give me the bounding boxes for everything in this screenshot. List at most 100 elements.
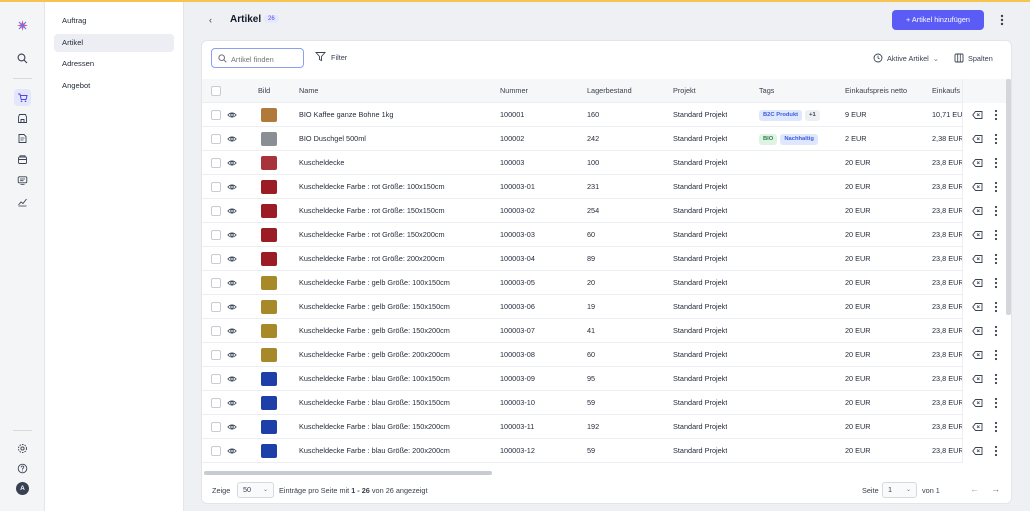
table-row[interactable]: Kuscheldecke Farbe : gelb Größe: 100x150… [202, 271, 1011, 295]
row-menu-icon[interactable] [993, 301, 999, 315]
row-checkbox[interactable] [211, 206, 221, 216]
eye-icon[interactable] [227, 374, 237, 386]
per-page-select[interactable]: 50 ⌄ [237, 482, 274, 498]
row-menu-icon[interactable] [993, 397, 999, 411]
cell-name[interactable]: Kuscheldecke Farbe : blau Größe: 100x150… [299, 374, 450, 383]
eye-icon[interactable] [227, 206, 237, 218]
col-header-ek[interactable]: Einkaufs [932, 86, 960, 95]
next-page-arrow-icon[interactable]: → [991, 484, 1000, 494]
cell-name[interactable]: Kuscheldecke Farbe : rot Größe: 200x200c… [299, 254, 445, 263]
col-header-name[interactable]: Name [299, 86, 319, 95]
backspace-icon[interactable] [972, 254, 983, 266]
table-row[interactable]: Kuscheldecke Farbe : rot Größe: 150x150c… [202, 199, 1011, 223]
horizontal-scrollbar[interactable] [202, 470, 1011, 475]
backspace-icon[interactable] [972, 326, 983, 338]
row-checkbox[interactable] [211, 182, 221, 192]
table-row[interactable]: Kuscheldecke Farbe : rot Größe: 150x200c… [202, 223, 1011, 247]
table-row[interactable]: Kuscheldecke Farbe : gelb Größe: 150x150… [202, 295, 1011, 319]
search-box[interactable] [211, 48, 304, 68]
eye-icon[interactable] [227, 110, 237, 122]
wallet-icon[interactable] [14, 151, 31, 168]
row-checkbox[interactable] [211, 158, 221, 168]
cell-name[interactable]: Kuscheldecke Farbe : blau Größe: 150x200… [299, 422, 450, 431]
row-menu-icon[interactable] [993, 277, 999, 291]
row-checkbox[interactable] [211, 350, 221, 360]
cell-name[interactable]: BIO Duschgel 500ml [299, 134, 366, 143]
cell-name[interactable]: Kuscheldecke Farbe : blau Größe: 200x200… [299, 446, 450, 455]
table-row[interactable]: Kuscheldecke Farbe : rot Größe: 200x200c… [202, 247, 1011, 271]
eye-icon[interactable] [227, 254, 237, 266]
back-chevron-icon[interactable]: ‹ [209, 15, 212, 25]
row-checkbox[interactable] [211, 278, 221, 288]
search-icon[interactable] [14, 50, 31, 67]
filter-button[interactable]: Filter [315, 52, 347, 62]
row-menu-icon[interactable] [993, 229, 999, 243]
table-row[interactable]: Kuscheldecke Farbe : blau Größe: 100x150… [202, 367, 1011, 391]
store-icon[interactable] [14, 110, 31, 127]
vertical-scrollbar[interactable] [1006, 79, 1011, 315]
row-checkbox[interactable] [211, 446, 221, 456]
backspace-icon[interactable] [972, 134, 983, 146]
horizontal-scrollbar-thumb[interactable] [204, 471, 492, 475]
eye-icon[interactable] [227, 278, 237, 290]
cell-name[interactable]: Kuscheldecke [299, 158, 345, 167]
eye-icon[interactable] [227, 134, 237, 146]
row-menu-icon[interactable] [993, 181, 999, 195]
eye-icon[interactable] [227, 446, 237, 458]
eye-icon[interactable] [227, 398, 237, 410]
col-header-projekt[interactable]: Projekt [673, 86, 696, 95]
table-row[interactable]: Kuscheldecke Farbe : blau Größe: 200x200… [202, 439, 1011, 463]
row-checkbox[interactable] [211, 254, 221, 264]
eye-icon[interactable] [227, 158, 237, 170]
ticket-icon[interactable] [14, 130, 31, 147]
row-checkbox[interactable] [211, 230, 221, 240]
cell-name[interactable]: Kuscheldecke Farbe : gelb Größe: 100x150… [299, 278, 450, 287]
subnav-item-adressen[interactable]: Adressen [62, 59, 95, 68]
table-row[interactable]: Kuscheldecke Farbe : gelb Größe: 200x200… [202, 343, 1011, 367]
backspace-icon[interactable] [972, 206, 983, 218]
more-options-icon[interactable] [997, 11, 1007, 29]
cell-name[interactable]: Kuscheldecke Farbe : blau Größe: 150x150… [299, 398, 450, 407]
row-checkbox[interactable] [211, 110, 221, 120]
help-icon[interactable] [14, 460, 31, 477]
eye-icon[interactable] [227, 182, 237, 194]
backspace-icon[interactable] [972, 446, 983, 458]
eye-icon[interactable] [227, 326, 237, 338]
subnav-item-auftrag[interactable]: Auftrag [62, 16, 87, 25]
eye-icon[interactable] [227, 230, 237, 242]
backspace-icon[interactable] [972, 230, 983, 242]
prev-page-arrow-icon[interactable]: ← [970, 484, 979, 494]
table-row[interactable]: Kuscheldecke Farbe : blau Größe: 150x200… [202, 415, 1011, 439]
col-header-tags[interactable]: Tags [759, 86, 775, 95]
backspace-icon[interactable] [972, 302, 983, 314]
col-header-lagerbestand[interactable]: Lagerbestand [587, 86, 632, 95]
cell-name[interactable]: Kuscheldecke Farbe : rot Größe: 150x150c… [299, 206, 445, 215]
row-menu-icon[interactable] [993, 157, 999, 171]
row-checkbox[interactable] [211, 398, 221, 408]
chart-icon[interactable] [14, 193, 31, 210]
col-header-nummer[interactable]: Nummer [500, 86, 528, 95]
row-menu-icon[interactable] [993, 253, 999, 267]
search-input[interactable] [231, 53, 301, 65]
table-row[interactable]: Kuscheldecke Farbe : rot Größe: 100x150c… [202, 175, 1011, 199]
active-articles-dropdown[interactable]: Aktive Artikel ⌄ [873, 53, 939, 63]
col-header-ek-netto[interactable]: Einkaufspreis netto [845, 86, 908, 95]
cell-name[interactable]: Kuscheldecke Farbe : gelb Größe: 200x200… [299, 350, 450, 359]
eye-icon[interactable] [227, 302, 237, 314]
row-menu-icon[interactable] [993, 109, 999, 123]
row-menu-icon[interactable] [993, 349, 999, 363]
row-menu-icon[interactable] [993, 445, 999, 459]
row-checkbox[interactable] [211, 302, 221, 312]
columns-button[interactable]: Spalten [954, 53, 993, 63]
table-row[interactable]: BIO Kaffee ganze Bohne 1kg 100001 160 Stand… [202, 103, 1011, 127]
cell-name[interactable]: BIO Kaffee ganze Bohne 1kg [299, 110, 394, 119]
table-row[interactable]: Kuscheldecke Farbe : gelb Größe: 150x200… [202, 319, 1011, 343]
logo-icon[interactable] [14, 17, 31, 34]
row-menu-icon[interactable] [993, 133, 999, 147]
row-menu-icon[interactable] [993, 205, 999, 219]
backspace-icon[interactable] [972, 278, 983, 290]
backspace-icon[interactable] [972, 182, 983, 194]
add-article-button[interactable]: + Artikel hinzufügen [892, 10, 984, 30]
row-checkbox[interactable] [211, 134, 221, 144]
backspace-icon[interactable] [972, 350, 983, 362]
